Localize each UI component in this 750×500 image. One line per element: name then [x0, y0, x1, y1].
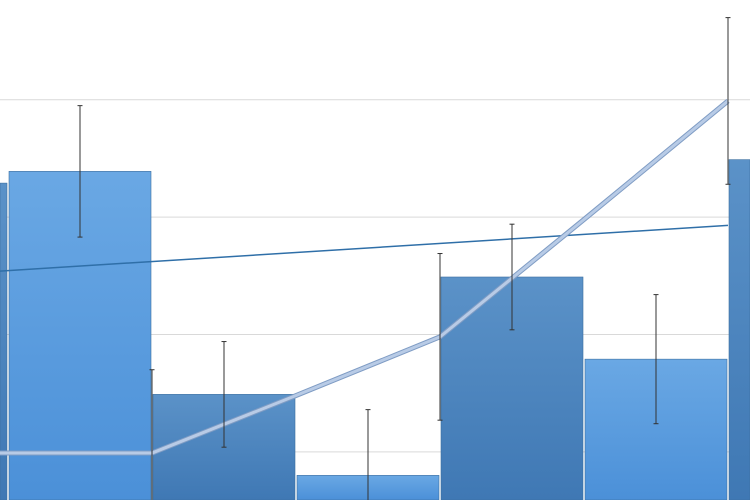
error-bars: [77, 17, 731, 500]
line-series: [0, 99, 730, 456]
line-series-path: [0, 99, 729, 455]
bars: [0, 159, 750, 500]
trendline: [0, 224, 729, 272]
trendline-group: [0, 224, 729, 272]
bar: [728, 159, 750, 500]
